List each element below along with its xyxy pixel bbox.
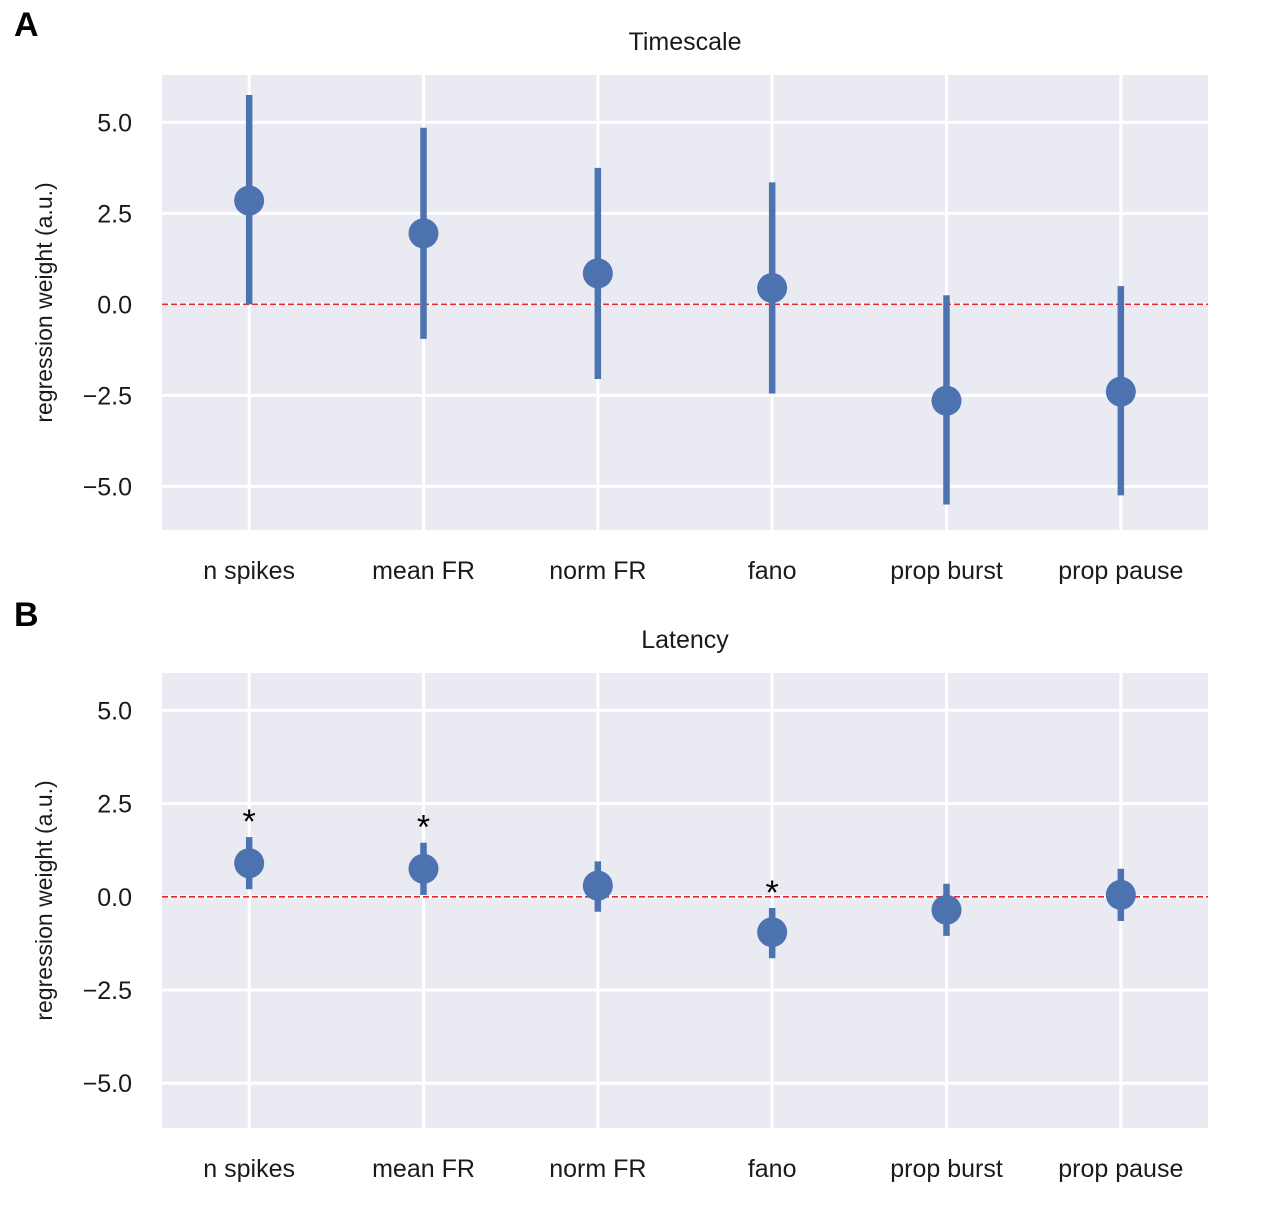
x-tick-label: mean FR bbox=[372, 1155, 475, 1183]
chart-title: Timescale bbox=[629, 28, 742, 56]
data-point bbox=[582, 258, 613, 289]
y-tick-label: −5.0 bbox=[83, 473, 132, 501]
y-tick-label: 0.0 bbox=[97, 291, 132, 319]
x-tick-label: prop burst bbox=[890, 557, 1003, 585]
y-tick-label: 2.5 bbox=[97, 791, 132, 819]
x-tick-label: norm FR bbox=[549, 557, 646, 585]
y-tick-label: 5.0 bbox=[97, 697, 132, 725]
y-axis-label: regression weight (a.u.) bbox=[31, 182, 57, 422]
y-tick-label: 2.5 bbox=[97, 200, 132, 228]
data-point bbox=[931, 894, 962, 925]
x-tick-label: norm FR bbox=[549, 1155, 646, 1183]
plot-background bbox=[162, 75, 1208, 530]
y-tick-label: 0.0 bbox=[97, 884, 132, 912]
panel-letter-b: B bbox=[14, 596, 39, 634]
x-tick-label: n spikes bbox=[203, 1155, 295, 1183]
x-tick-label: fano bbox=[748, 1155, 797, 1183]
x-tick-label: fano bbox=[748, 557, 797, 585]
data-point bbox=[757, 272, 788, 303]
chart-title: Latency bbox=[641, 626, 729, 654]
significance-marker: * bbox=[243, 803, 256, 841]
plot-background bbox=[162, 673, 1208, 1128]
x-tick-label: prop pause bbox=[1058, 1155, 1183, 1183]
y-tick-label: −5.0 bbox=[83, 1070, 132, 1098]
x-tick-label: prop pause bbox=[1058, 557, 1183, 585]
y-tick-label: 5.0 bbox=[97, 109, 132, 137]
data-point bbox=[1105, 376, 1136, 407]
data-point bbox=[582, 870, 613, 901]
y-tick-label: −2.5 bbox=[83, 382, 132, 410]
latency-chart: −5.0 −2.5 0.0 2.5 5.0 n spikes mean FR norm FR f… bbox=[31, 626, 1208, 1183]
data-point bbox=[234, 185, 265, 216]
data-point bbox=[931, 385, 962, 416]
data-point bbox=[408, 853, 439, 884]
x-tick-label: mean FR bbox=[372, 557, 475, 585]
data-point bbox=[234, 848, 265, 879]
data-point bbox=[757, 917, 788, 948]
significance-marker: * bbox=[417, 809, 430, 847]
significance-marker: * bbox=[766, 874, 779, 912]
x-tick-label: prop burst bbox=[890, 1155, 1003, 1183]
panel-letter-a: A bbox=[14, 6, 39, 44]
data-point bbox=[408, 218, 439, 249]
x-tick-label: n spikes bbox=[203, 557, 295, 585]
timescale-chart: −5.0 −2.5 0.0 2.5 5.0 n spikes mean FR norm FR f… bbox=[31, 28, 1208, 585]
y-tick-label: −2.5 bbox=[83, 977, 132, 1005]
y-axis-label: regression weight (a.u.) bbox=[31, 780, 57, 1020]
data-point bbox=[1105, 879, 1136, 910]
